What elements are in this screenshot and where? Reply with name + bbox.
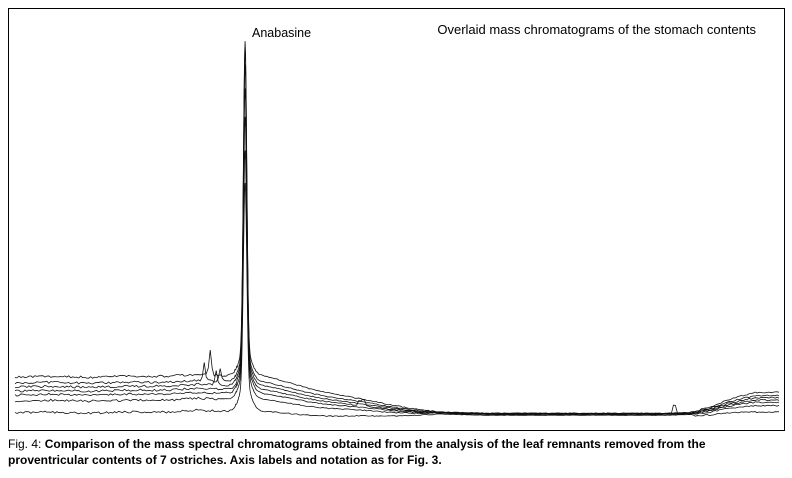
chromatogram-plot: Anabasine Overlaid mass chromatograms of…	[8, 8, 785, 431]
chromatogram-traces	[14, 41, 780, 417]
figure-label: Fig. 4:	[8, 437, 42, 451]
figure-caption-text: Comparison of the mass spectral chromato…	[8, 437, 706, 467]
figure-caption: Fig. 4: Comparison of the mass spectral …	[8, 437, 784, 468]
peak-label: Anabasine	[252, 26, 312, 40]
chart-title: Overlaid mass chromatograms of the stoma…	[437, 22, 756, 37]
